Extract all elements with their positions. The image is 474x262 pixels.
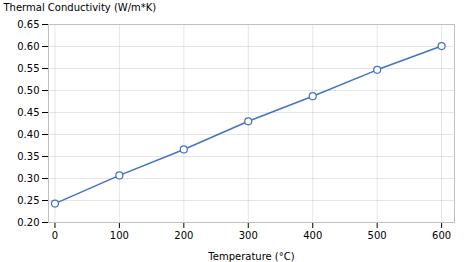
svg-text:0.50: 0.50 [17, 85, 39, 96]
svg-text:0.55: 0.55 [17, 63, 39, 74]
svg-text:0.25: 0.25 [17, 195, 39, 206]
svg-text:500: 500 [368, 230, 387, 241]
svg-text:Thermal Conductivity (W/m*K): Thermal Conductivity (W/m*K) [3, 2, 157, 13]
svg-text:0: 0 [52, 230, 58, 241]
svg-text:0.60: 0.60 [17, 41, 39, 52]
svg-text:600: 600 [432, 230, 451, 241]
svg-text:200: 200 [174, 230, 193, 241]
svg-text:400: 400 [303, 230, 322, 241]
svg-text:0.65: 0.65 [17, 19, 39, 30]
svg-text:0.40: 0.40 [17, 129, 39, 140]
svg-text:0.35: 0.35 [17, 151, 39, 162]
svg-text:100: 100 [110, 230, 129, 241]
svg-text:Temperature (°C): Temperature (°C) [207, 251, 294, 262]
svg-text:0.20: 0.20 [17, 217, 39, 228]
svg-text:0.30: 0.30 [17, 173, 39, 184]
svg-text:0.45: 0.45 [17, 107, 39, 118]
svg-text:300: 300 [239, 230, 258, 241]
